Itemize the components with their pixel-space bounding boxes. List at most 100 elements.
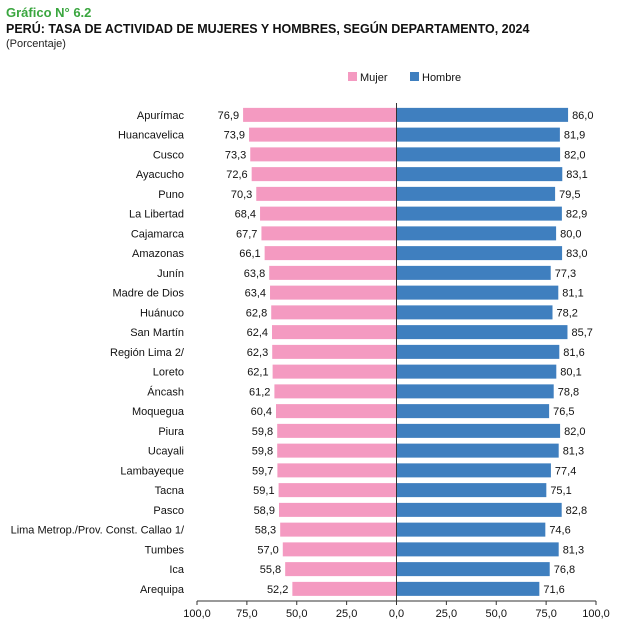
- data-label-mujer: 57,0: [257, 544, 278, 556]
- data-label-hombre: 80,1: [560, 367, 581, 379]
- category-label: Piura: [158, 426, 185, 438]
- x-tick-label: 75,0: [535, 608, 556, 620]
- bar-hombre: [396, 522, 546, 537]
- x-tick-label: 0,0: [389, 608, 404, 620]
- bar-hombre: [396, 206, 562, 221]
- bar-mujer: [243, 107, 397, 122]
- category-label: Loreto: [153, 367, 184, 379]
- category-label: Puno: [158, 189, 184, 201]
- category-label: Arequipa: [140, 584, 185, 596]
- data-label-mujer: 68,4: [235, 209, 256, 221]
- data-label-mujer: 72,6: [226, 169, 247, 181]
- bar-hombre: [396, 344, 560, 359]
- x-tick-label: 25,0: [436, 608, 457, 620]
- data-label-mujer: 73,3: [225, 149, 246, 161]
- bar-mujer: [271, 305, 397, 320]
- data-label-mujer: 59,8: [252, 446, 273, 458]
- legend-label-hombre: Hombre: [422, 72, 461, 84]
- bar-mujer: [292, 581, 397, 596]
- x-tick-label: 75,0: [236, 608, 257, 620]
- bar-hombre: [396, 542, 559, 557]
- bar-mujer: [272, 344, 397, 359]
- data-label-hombre: 86,0: [572, 110, 593, 122]
- bar-hombre: [396, 423, 561, 438]
- data-label-mujer: 58,9: [254, 505, 275, 517]
- data-label-hombre: 81,1: [562, 288, 583, 300]
- category-label: Junín: [157, 268, 184, 280]
- figure-number: Gráfico N° 6.2: [6, 5, 92, 20]
- data-label-hombre: 80,0: [560, 228, 581, 240]
- bar-mujer: [278, 483, 397, 498]
- data-label-mujer: 70,3: [231, 189, 252, 201]
- bar-hombre: [396, 107, 569, 122]
- bar-mujer: [280, 522, 397, 537]
- data-label-hombre: 75,1: [550, 485, 571, 497]
- bar-mujer: [261, 226, 397, 241]
- data-label-hombre: 82,0: [564, 426, 585, 438]
- category-label: Huancavelica: [118, 130, 185, 142]
- category-label: Cusco: [153, 149, 184, 161]
- bar-hombre: [396, 127, 560, 142]
- data-label-hombre: 85,7: [571, 327, 592, 339]
- data-label-hombre: 81,3: [563, 446, 584, 458]
- legend-swatch-mujer: [348, 72, 357, 81]
- data-label-mujer: 63,4: [245, 288, 266, 300]
- bar-mujer: [276, 404, 397, 419]
- data-label-mujer: 62,8: [246, 307, 267, 319]
- bar-hombre: [396, 246, 563, 261]
- x-tick-label: 100,0: [183, 608, 211, 620]
- category-label: Ucayali: [148, 446, 184, 458]
- bar-hombre: [396, 265, 551, 280]
- chart-title: PERÚ: TASA DE ACTIVIDAD DE MUJERES Y HOM…: [6, 22, 530, 36]
- data-label-hombre: 79,5: [559, 189, 580, 201]
- data-label-mujer: 62,3: [247, 347, 268, 359]
- data-label-mujer: 67,7: [236, 228, 257, 240]
- category-label: Pasco: [153, 505, 184, 517]
- bar-hombre: [396, 285, 559, 300]
- data-label-mujer: 73,9: [224, 130, 245, 142]
- bar-hombre: [396, 502, 562, 517]
- bar-mujer: [272, 364, 397, 379]
- data-label-mujer: 63,8: [244, 268, 265, 280]
- bar-hombre: [396, 384, 554, 399]
- bar-hombre: [396, 443, 559, 458]
- bar-hombre: [396, 483, 547, 498]
- category-label: Región Lima 2/: [110, 347, 185, 359]
- x-tick-label: 50,0: [286, 608, 307, 620]
- x-tick-label: 50,0: [486, 608, 507, 620]
- chart-header: Gráfico N° 6.2 PERÚ: TASA DE ACTIVIDAD D…: [6, 4, 634, 51]
- data-label-mujer: 52,2: [267, 584, 288, 596]
- data-label-hombre: 83,1: [566, 169, 587, 181]
- data-label-hombre: 71,6: [543, 584, 564, 596]
- category-label: Tumbes: [145, 544, 185, 556]
- legend-swatch-hombre: [410, 72, 419, 81]
- bar-hombre: [396, 167, 563, 182]
- bar-mujer: [250, 147, 397, 162]
- data-label-hombre: 77,4: [555, 465, 576, 477]
- data-label-mujer: 62,1: [247, 367, 268, 379]
- data-label-hombre: 82,9: [566, 209, 587, 221]
- legend-label-mujer: Mujer: [360, 72, 388, 84]
- data-label-hombre: 82,0: [564, 149, 585, 161]
- data-label-hombre: 76,5: [553, 406, 574, 418]
- bar-mujer: [272, 325, 397, 340]
- bar-mujer: [278, 502, 397, 517]
- data-label-hombre: 74,6: [549, 525, 570, 537]
- data-label-mujer: 62,4: [247, 327, 268, 339]
- bar-mujer: [251, 167, 397, 182]
- bar-mujer: [285, 562, 397, 577]
- data-label-mujer: 76,9: [218, 110, 239, 122]
- bar-hombre: [396, 226, 557, 241]
- bar-mujer: [269, 265, 397, 280]
- data-label-mujer: 66,1: [239, 248, 260, 260]
- bar-hombre: [396, 325, 568, 340]
- bar-mujer: [274, 384, 397, 399]
- data-label-hombre: 77,3: [555, 268, 576, 280]
- bar-hombre: [396, 581, 540, 596]
- bar-hombre: [396, 463, 551, 478]
- category-label: La Libertad: [129, 209, 184, 221]
- bar-hombre: [396, 364, 557, 379]
- data-label-hombre: 81,9: [564, 130, 585, 142]
- category-label: Amazonas: [132, 248, 184, 260]
